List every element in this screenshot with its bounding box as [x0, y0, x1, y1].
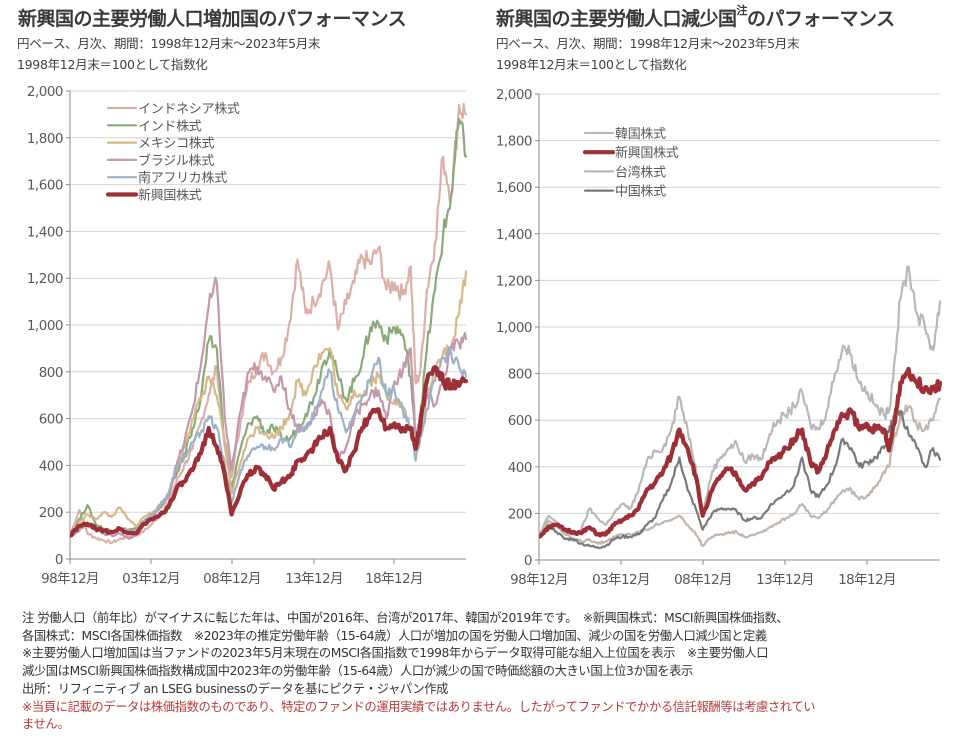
- right-chart-subtitle-index: 1998年12月末＝100として指数化: [496, 57, 687, 72]
- right-y-tick-label: 1,400: [496, 227, 532, 243]
- left-legend-label: 新興国株式: [138, 188, 202, 204]
- left-y-tick-label: 800: [39, 365, 63, 381]
- right-y-tick-label: 2,000: [496, 87, 532, 103]
- left-series-line: [70, 276, 468, 540]
- left-legend-label: 南アフリカ株式: [138, 170, 227, 186]
- left-legend-label: ブラジル株式: [138, 153, 214, 169]
- left-chart-subtitle-index: 1998年12月末＝100として指数化: [17, 57, 208, 72]
- left-x-tick-label: 08年12月: [203, 571, 261, 587]
- left-legend-label: インドネシア株式: [138, 102, 240, 117]
- right-series-line: [539, 366, 942, 539]
- right-y-tick-label: 1,600: [496, 180, 532, 196]
- left-x-tick-label: 03年12月: [122, 571, 180, 587]
- right-y-tick-label: 1,800: [496, 134, 532, 150]
- charts-canvas: 0 200 400 600 800 1,000 1,200 1,400 1,600 1,800 2,…: [27, 84, 942, 588]
- right-legend-label: 中国株式: [615, 185, 666, 200]
- left-series-line: [70, 346, 468, 537]
- left-series-line: [70, 118, 468, 537]
- right-y-tick-label: 200: [508, 506, 532, 522]
- right-y-tick-label: 600: [508, 413, 532, 429]
- left-x-tick-label: 13年12月: [285, 571, 343, 587]
- right-y-tick-label: 800: [508, 367, 532, 383]
- left-y-tick-label: 600: [39, 412, 63, 428]
- right-y-tick-label: 1,200: [496, 273, 532, 289]
- right-x-tick-label: 98年12月: [510, 572, 568, 588]
- note-line-1: 注 労働人口（前年比）がマイナスに転じた年は、中国が2016年、台湾が2017年…: [22, 611, 789, 625]
- right-x-tick-label: 18年12月: [838, 572, 896, 588]
- left-series-line: [70, 365, 468, 538]
- left-y-tick-label: 1,800: [27, 131, 63, 147]
- note-line-3: ※主要労働人口増加国は当ファンドの2023年5月末現在のMSCI各国指数で199…: [22, 646, 769, 661]
- left-legend-label: メキシコ株式: [138, 137, 215, 152]
- left-y-tick-label: 1,200: [27, 271, 63, 287]
- left-y-tick-label: 200: [39, 505, 63, 521]
- left-y-tick-label: 1,400: [27, 224, 63, 240]
- right-series-line: [539, 397, 942, 548]
- right-y-tick-label: 400: [508, 460, 532, 476]
- right-chart-title: 新興国の主要労働人口減少国注のパフォーマンス: [496, 4, 895, 31]
- left-chart-subtitle-period: 円ベース、月次、期間：1998年12月末～2023年5月末: [17, 36, 321, 51]
- right-chart-title-main: 新興国の主要労働人口減少国: [496, 8, 737, 30]
- left-x-tick-label: 98年12月: [41, 571, 99, 587]
- right-y-tick-label: 0: [524, 553, 532, 569]
- right-chart-title-tail: のパフォーマンス: [747, 8, 895, 30]
- left-y-tick-label: 1,000: [27, 318, 63, 334]
- left-legend-label: インド株式: [138, 119, 202, 134]
- disclaimer-line-1: ※当頁に記載のデータは株価指数のものであり、特定のファンドの運用実績ではありませ…: [22, 699, 816, 714]
- right-x-tick-label: 08年12月: [674, 572, 732, 588]
- right-series-line: [539, 408, 942, 550]
- left-y-tick-label: 400: [39, 458, 63, 474]
- left-series-line: [70, 270, 468, 537]
- left-y-tick-label: 2,000: [27, 84, 63, 100]
- right-chart-title-note-mark: 注: [736, 4, 748, 17]
- left-y-tick-label: 1,600: [27, 178, 63, 194]
- footnotes: 注 労働人口（前年比）がマイナスに転じた年は、中国が2016年、台湾が2017年…: [22, 610, 952, 734]
- right-x-tick-label: 03年12月: [592, 572, 650, 588]
- right-legend-label: 韓国株式: [615, 127, 666, 142]
- note-line-2: 各国株式：MSCI各国株価指数 ※2023年の推定労働年齢（15-64歳）人口が…: [22, 628, 767, 643]
- left-chart-title: 新興国の主要労働人口増加国のパフォーマンス: [18, 8, 407, 30]
- right-y-tick-label: 1,000: [496, 320, 532, 336]
- right-legend-label: 台湾株式: [615, 164, 666, 180]
- right-chart-subtitle-period: 円ベース、月次、期間：1998年12月末～2023年5月末: [496, 36, 800, 51]
- disclaimer-line-2: ません。: [22, 717, 70, 732]
- left-y-tick-label: 0: [55, 552, 63, 568]
- right-x-tick-label: 13年12月: [756, 572, 814, 588]
- source-line: 出所：リフィニティブ an LSEG businessのデータを基にピクテ・ジャ…: [22, 681, 449, 696]
- right-legend-label: 新興国株式: [615, 145, 679, 161]
- right-series-line: [539, 265, 942, 538]
- note-line-4: 減少国はMSCI新興国株価指数構成国中2023年の労働年齢（15-64歳）人口が…: [22, 664, 693, 679]
- left-x-tick-label: 18年12月: [365, 571, 423, 587]
